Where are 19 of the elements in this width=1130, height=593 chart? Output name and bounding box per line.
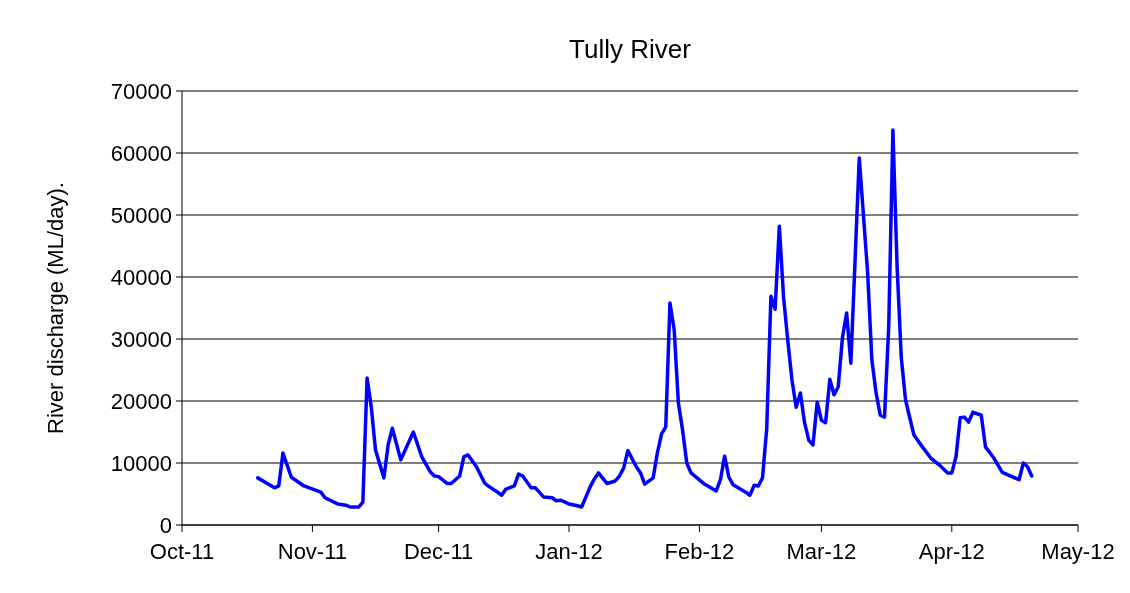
y-tick-label: 60000 — [110, 140, 172, 166]
x-tick-label: Feb-12 — [664, 539, 735, 564]
y-tick-label: 20000 — [110, 388, 172, 414]
line-series — [255, 128, 1034, 509]
y-tick-label: 70000 — [110, 78, 172, 104]
y-tick-label: 40000 — [110, 264, 172, 290]
x-tick-label: May-12 — [1041, 539, 1115, 564]
y-tick-label: 10000 — [110, 450, 172, 476]
x-tick-label: Mar-12 — [786, 539, 857, 564]
x-tick-label: Jan-12 — [535, 539, 603, 564]
y-tick-label: 0 — [159, 512, 172, 538]
x-tick-label: Apr-12 — [918, 539, 985, 564]
x-tick-label: Oct-11 — [149, 539, 215, 564]
y-axis-title: River discharge (ML/day). — [43, 182, 68, 434]
y-tick-label: 30000 — [110, 326, 172, 352]
x-tick-label: Nov-11 — [277, 539, 348, 564]
y-tick-label: 50000 — [110, 202, 172, 228]
chart-title: Tully River — [569, 34, 692, 64]
x-tick-label: Dec-11 — [403, 539, 474, 564]
